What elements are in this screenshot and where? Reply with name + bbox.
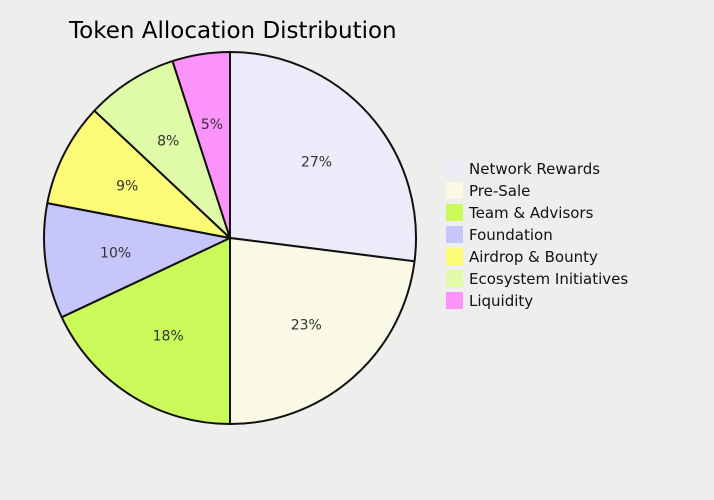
legend-label-liquidity: Liquidity <box>469 292 533 310</box>
pie-slice-team-and-advisors <box>60 237 231 425</box>
slice-label-liquidity: 5% <box>201 117 223 133</box>
legend-label-ecosystem-initiatives: Ecosystem Initiatives <box>469 270 628 288</box>
legend-swatch-foundation <box>446 226 463 243</box>
legend-label-team-and-advisors: Team & Advisors <box>468 204 594 222</box>
pie-slice-pre-sale <box>229 237 416 425</box>
pie-slice-labels: 27% 23% 18% 10% 9% 8% 5% <box>100 117 332 344</box>
legend-label-airdrop-and-bounty: Airdrop & Bounty <box>469 248 598 266</box>
pie-slice-airdrop-and-bounty <box>46 109 231 239</box>
slice-label-ecosystem-initiatives: 8% <box>157 134 179 150</box>
legend-label-network-rewards: Network Rewards <box>469 160 600 178</box>
pie-slice-foundation <box>43 202 231 319</box>
pie-slice-ecosystem-initiatives <box>93 60 231 239</box>
pie-slice-liquidity <box>171 51 231 239</box>
pie-slice-network-rewards <box>229 51 417 263</box>
legend-swatch-pre-sale <box>446 182 463 199</box>
legend: Network Rewards Pre-Sale Team & Advisors Fo… <box>446 160 628 310</box>
legend-swatch-network-rewards <box>446 160 463 177</box>
legend-swatch-team-and-advisors <box>446 204 463 221</box>
chart-title: Token Allocation Distribution <box>68 18 397 44</box>
slice-label-network-rewards: 27% <box>301 155 332 171</box>
pie-slices <box>43 51 417 425</box>
legend-swatch-liquidity <box>446 292 463 309</box>
slice-label-airdrop-and-bounty: 9% <box>116 179 138 195</box>
legend-label-pre-sale: Pre-Sale <box>469 182 530 200</box>
slice-label-team-and-advisors: 18% <box>153 328 184 344</box>
slice-label-foundation: 10% <box>100 246 131 262</box>
legend-swatch-airdrop-and-bounty <box>446 248 463 265</box>
slice-label-pre-sale: 23% <box>291 318 322 334</box>
legend-swatch-ecosystem-initiatives <box>446 270 463 287</box>
legend-label-foundation: Foundation <box>469 226 553 244</box>
